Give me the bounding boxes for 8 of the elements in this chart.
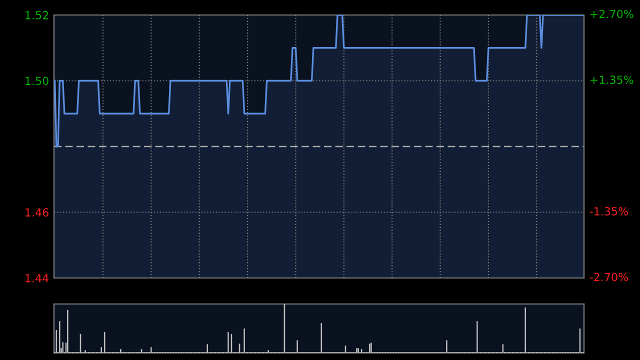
y-tick-label: 1.50 [26, 76, 48, 86]
y2-tick-label: -2.70% [590, 272, 628, 282]
y2-tick-label: +1.35% [590, 76, 634, 84]
y2-tick-label: -1.35% [590, 207, 628, 216]
y2-tick-label: +2.70% [590, 10, 634, 18]
y-tick-label: 1.46 [26, 208, 48, 217]
y-tick-label: 1.44 [26, 274, 49, 282]
y-tick-label: 1.52 [26, 10, 48, 20]
